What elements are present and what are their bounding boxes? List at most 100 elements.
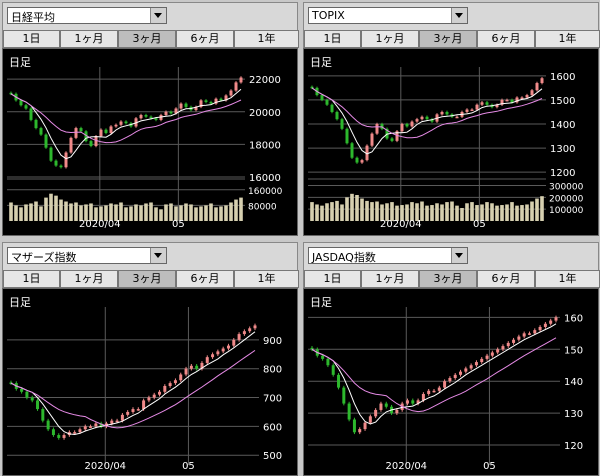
volume-bar [174, 206, 178, 221]
ma-long-line [311, 337, 557, 413]
period-tabs: 1日 1ヶ月 3ヶ月 6ヶ月 1年 [3, 270, 299, 289]
candle-body [465, 109, 469, 112]
chevron-down-icon[interactable] [451, 8, 467, 23]
candle-body [194, 106, 198, 111]
y-tick-label: 130 [564, 409, 583, 420]
chevron-down-icon[interactable] [150, 8, 166, 23]
volume-bar [455, 205, 459, 221]
candle-body [490, 352, 494, 356]
tab-period[interactable]: 6ヶ月 [176, 270, 234, 288]
tab-period[interactable]: 1ヶ月 [361, 270, 419, 288]
index-selector-label: 日経平均 [11, 11, 55, 24]
candlestick-chart: 900 800 700 600 500 2020/04 05 [7, 307, 282, 472]
candle-body [469, 365, 473, 369]
volume-bar [239, 197, 243, 221]
tab-period[interactable]: 3ヶ月 [118, 30, 176, 48]
y-tick-label: 120 [564, 441, 583, 452]
volume-bar [109, 203, 113, 221]
volume-bar [204, 205, 208, 221]
volume-bar [470, 202, 474, 221]
y-tick-label: 1500 [550, 96, 575, 107]
tab-period[interactable]: 1年 [535, 30, 600, 48]
candle-body [114, 124, 118, 127]
candlestick-chart: 22000 20000 18000 16000 160000 80000 2020/04 05 [7, 67, 283, 230]
chevron-down-icon[interactable] [451, 248, 467, 263]
volume-bar [99, 206, 103, 221]
candle-body [522, 333, 526, 337]
tab-period[interactable]: 1日 [304, 30, 361, 48]
chart-area: 日足 1600 1500 1400 1300 1200 300000 200000 100000… [303, 48, 599, 236]
tab-period[interactable]: 6ヶ月 [477, 30, 535, 48]
candle-body [352, 419, 356, 433]
candle-body [421, 393, 425, 401]
candle-body [326, 358, 330, 366]
volume-bar [69, 203, 73, 221]
volume-bar [390, 202, 394, 221]
candle-body [79, 128, 83, 132]
index-selector[interactable]: TOPIX [308, 7, 468, 24]
tab-period[interactable]: 1日 [3, 30, 60, 48]
tab-period[interactable]: 1年 [234, 30, 299, 48]
candle-body [184, 368, 188, 375]
period-label: 日足 [310, 296, 332, 309]
volume-bar [54, 195, 58, 221]
volume-bar [335, 200, 339, 221]
volume-bar [340, 204, 344, 221]
candle-body [94, 136, 98, 147]
chart-panel: 日経平均 1日 1ヶ月 3ヶ月 6ヶ月 1年 日足 22000 20000 18000 16000 1… [2, 2, 299, 236]
tab-period[interactable]: 6ヶ月 [176, 30, 234, 48]
index-selector[interactable]: マザーズ指数 [7, 247, 167, 264]
candle-body [199, 100, 203, 107]
candle-body [325, 99, 329, 105]
chart-controls: マザーズ指数 1日 1ヶ月 3ヶ月 6ヶ月 1年 [2, 242, 299, 289]
tab-period[interactable]: 1年 [234, 270, 299, 288]
volume-bar [370, 202, 374, 221]
candle-body [147, 397, 151, 401]
chart-area: 日足 900 800 700 600 500 2020/04 05 [2, 288, 298, 476]
tab-period[interactable]: 1ヶ月 [361, 30, 419, 48]
tab-period[interactable]: 1年 [535, 270, 600, 288]
volume-bar [189, 204, 193, 221]
x-tick-label: 05 [473, 219, 486, 230]
tab-period[interactable]: 1日 [304, 270, 361, 288]
chart-area: 日足 160 150 140 130 120 2020/04 05 [303, 288, 599, 476]
candle-body [416, 400, 420, 404]
candle-body [448, 378, 452, 382]
index-selector[interactable]: 日経平均 [7, 7, 167, 24]
volume-bar [325, 203, 329, 221]
candle-body [345, 128, 349, 144]
tab-period[interactable]: 3ヶ月 [118, 270, 176, 288]
volume-bar [350, 193, 354, 221]
volume-bar [360, 198, 364, 221]
candle-body [119, 121, 123, 125]
candle-body [73, 432, 77, 434]
candle-body [84, 131, 88, 142]
period-tabs: 1日 1ヶ月 3ヶ月 6ヶ月 1年 [3, 30, 299, 49]
y-tick-label: 140 [564, 377, 583, 388]
candle-body [204, 100, 208, 102]
volume-bar [64, 201, 68, 221]
candle-body [237, 334, 241, 340]
candle-body [480, 102, 484, 105]
ma-long-line [10, 349, 256, 429]
chevron-down-icon[interactable] [150, 248, 166, 263]
tab-period[interactable]: 1ヶ月 [60, 30, 118, 48]
candle-body [109, 126, 113, 133]
candle-body [59, 165, 63, 168]
candle-body [83, 426, 87, 430]
tab-period[interactable]: 3ヶ月 [419, 30, 477, 48]
candle-body [110, 420, 114, 424]
x-tick-label: 2020/04 [79, 219, 121, 230]
tab-period[interactable]: 1ヶ月 [60, 270, 118, 288]
volume-bar [124, 207, 128, 221]
tab-period[interactable]: 3ヶ月 [419, 270, 477, 288]
index-selector[interactable]: JASDAQ指数 [308, 247, 468, 264]
candle-body [430, 119, 434, 122]
candle-body [248, 328, 252, 332]
index-selector-label: マザーズ指数 [11, 251, 77, 264]
volume-bar [375, 201, 379, 221]
tab-period[interactable]: 6ヶ月 [477, 270, 535, 288]
tab-period[interactable]: 1日 [3, 270, 60, 288]
candle-body [510, 99, 514, 103]
candle-body [512, 339, 516, 343]
